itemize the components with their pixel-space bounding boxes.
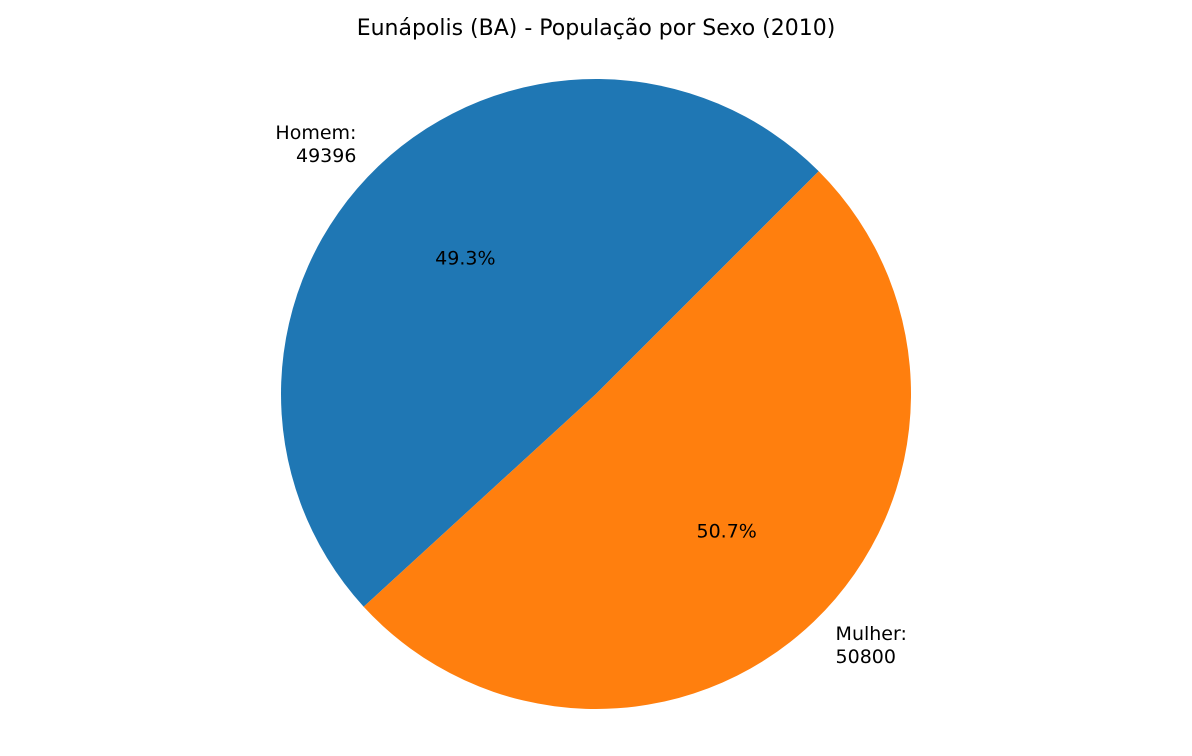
pie-slice xyxy=(280,78,819,607)
slice-percent-label: 50.7% xyxy=(696,521,756,543)
chart-title: Eunápolis (BA) - População por Sexo (201… xyxy=(357,16,836,41)
slice-label-value: 50800 xyxy=(836,646,896,668)
slice-label-name: Homem: xyxy=(275,122,356,144)
pie-slices xyxy=(280,78,911,709)
slice-percent-label: 49.3% xyxy=(435,247,495,269)
pie-slice xyxy=(363,171,911,709)
pie-labels: Homem: 49396 49.3% Mulher: 50800 50.7% xyxy=(275,122,906,668)
slice-label-value: 49396 xyxy=(296,145,356,167)
slice-label: Mulher: 50800 xyxy=(836,623,907,668)
slice-label: Homem: 49396 xyxy=(275,122,356,167)
slice-label-name: Mulher: xyxy=(836,623,907,645)
